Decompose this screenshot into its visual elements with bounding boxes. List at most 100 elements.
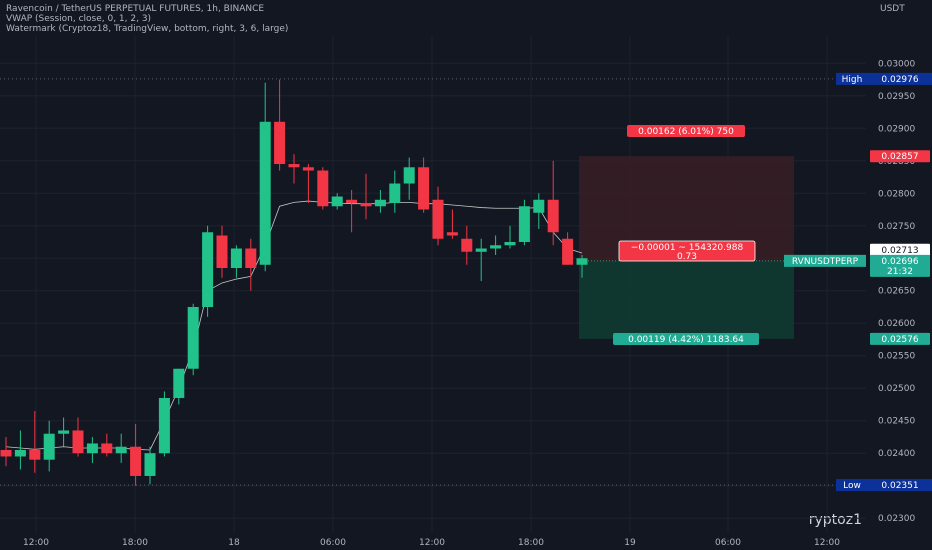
candle bbox=[101, 433, 113, 457]
candle-body bbox=[562, 238, 574, 265]
candle-body bbox=[72, 430, 84, 454]
y-tick-label: 0.02900 bbox=[878, 124, 915, 134]
candle-body bbox=[504, 242, 516, 246]
x-tick-label: 12:00 bbox=[23, 538, 49, 548]
candle bbox=[130, 423, 142, 486]
candle bbox=[403, 157, 415, 200]
target-price-label: 0.02576 bbox=[870, 332, 930, 345]
candle bbox=[360, 173, 372, 220]
candle-body bbox=[58, 430, 70, 434]
chart-title: Ravencoin / TetherUS PERPETUAL FUTURES, … bbox=[6, 4, 265, 14]
candle bbox=[86, 436, 98, 463]
target-label-text: 0.00119 (4.42%) 1183.64 bbox=[628, 335, 744, 345]
candle-body bbox=[216, 235, 228, 269]
candle-body bbox=[346, 199, 358, 204]
low-label-value: 0.02351 bbox=[881, 481, 918, 491]
x-tick-label: 06:00 bbox=[715, 538, 741, 548]
candle-body bbox=[331, 196, 343, 207]
candle-body bbox=[360, 203, 372, 207]
candle bbox=[245, 238, 257, 291]
stop-label-text: 0.00162 (6.01%) 750 bbox=[638, 127, 734, 137]
target-price-label-bg bbox=[870, 332, 930, 345]
candle-body bbox=[317, 170, 329, 207]
candle bbox=[29, 410, 41, 473]
y-tick-label: 0.02450 bbox=[878, 417, 915, 427]
stop-label: 0.00162 (6.01%) 750 bbox=[627, 125, 745, 137]
candle bbox=[0, 436, 12, 467]
candle-body bbox=[259, 121, 271, 265]
candle bbox=[187, 303, 199, 376]
candle-body bbox=[490, 245, 502, 249]
candle-body bbox=[202, 232, 214, 307]
position-center-line1: −0.00001 ~ 154320.988 bbox=[631, 243, 744, 253]
price-label-text: 0.02713 bbox=[881, 246, 918, 256]
candle-body bbox=[158, 397, 170, 454]
candle-body bbox=[432, 199, 444, 239]
x-tick-label: 18 bbox=[228, 538, 240, 548]
watermark-indicator-legend: Watermark (Cryptoz18, TradingView, botto… bbox=[6, 24, 289, 34]
high-label: High 0.02976 bbox=[836, 72, 932, 85]
candle-body bbox=[533, 199, 545, 213]
symbol-tag-bg bbox=[784, 254, 866, 267]
candle bbox=[504, 225, 516, 249]
high-label-name: High bbox=[842, 75, 863, 85]
position-center-bg bbox=[618, 240, 756, 262]
candle-body bbox=[403, 167, 415, 184]
take-profit-zone bbox=[579, 260, 794, 339]
candle bbox=[144, 446, 156, 485]
x-tick-label: 12:00 bbox=[814, 538, 840, 548]
last-price-label-text: 0.02696 bbox=[881, 257, 918, 267]
candle bbox=[418, 157, 430, 213]
candle-body bbox=[173, 368, 185, 398]
candle bbox=[461, 225, 473, 265]
candle bbox=[576, 255, 588, 278]
candle-body bbox=[374, 199, 386, 207]
candle bbox=[518, 199, 530, 246]
candle bbox=[274, 79, 286, 171]
stop-label-bg bbox=[627, 125, 745, 137]
candle-body bbox=[389, 183, 401, 204]
candle bbox=[302, 164, 314, 204]
position-center-line2: 0.73 bbox=[677, 252, 697, 262]
candle-body bbox=[245, 248, 257, 269]
low-label: Low 0.02351 bbox=[836, 479, 932, 492]
price-label: 0.02713 bbox=[870, 243, 930, 256]
low-label-bg bbox=[836, 479, 932, 492]
candle bbox=[259, 82, 271, 272]
target-label-bg bbox=[613, 333, 759, 345]
candle-body bbox=[446, 232, 458, 236]
candle-body bbox=[86, 443, 98, 454]
currency-label: USDT bbox=[880, 4, 905, 14]
candle bbox=[43, 420, 55, 472]
candle bbox=[288, 154, 300, 184]
candle-body bbox=[43, 433, 55, 460]
y-tick-label: 0.02800 bbox=[878, 189, 915, 199]
stop-price-label-bg bbox=[870, 150, 930, 163]
candle bbox=[173, 368, 185, 405]
candle bbox=[432, 186, 444, 246]
y-tick-label: 0.03000 bbox=[878, 59, 915, 69]
watermark-text: ryptoz1 bbox=[808, 512, 862, 528]
candle bbox=[331, 193, 343, 210]
candle-body bbox=[101, 443, 113, 454]
candle bbox=[72, 417, 84, 457]
candle bbox=[14, 430, 26, 470]
price-label-bg bbox=[870, 243, 930, 256]
candle bbox=[547, 160, 559, 246]
candle-body bbox=[14, 449, 26, 457]
candle-body bbox=[418, 167, 430, 210]
y-tick-label: 0.02300 bbox=[878, 514, 915, 524]
y-tick-label: 0.02550 bbox=[878, 352, 915, 362]
symbol-tag-text: RVNUSDTPERP bbox=[792, 257, 859, 267]
last-price-label-subtext: 21:32 bbox=[887, 267, 913, 277]
last-price-label-bg bbox=[870, 254, 930, 277]
candle-body bbox=[115, 446, 127, 454]
candle-body bbox=[130, 446, 142, 476]
x-tick-label: 19 bbox=[624, 538, 636, 548]
x-tick-label: 18:00 bbox=[122, 538, 148, 548]
candle-body bbox=[29, 449, 41, 460]
y-tick-label: 0.02950 bbox=[878, 92, 915, 102]
y-tick-label: 0.02400 bbox=[878, 449, 915, 459]
